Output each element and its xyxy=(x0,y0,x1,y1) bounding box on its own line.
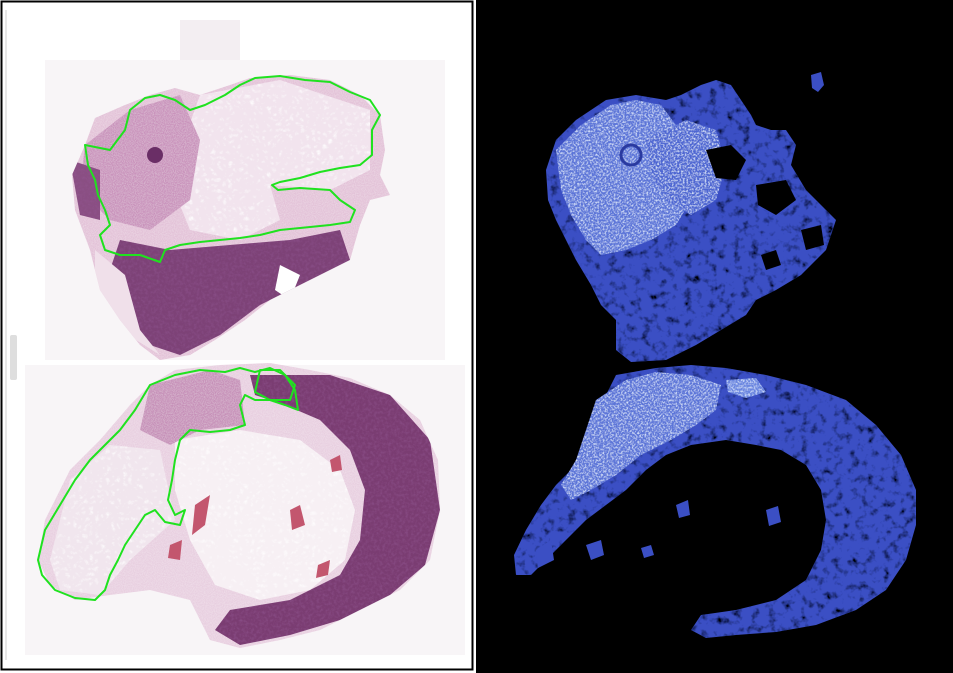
slide-label-mark xyxy=(10,335,17,380)
tissue-section-bottom xyxy=(38,363,440,648)
prediction-heatmap xyxy=(476,0,953,673)
prediction-heatmap-panel xyxy=(476,0,953,673)
annotation-contour-islet xyxy=(254,369,296,401)
slide-frame xyxy=(0,0,474,671)
annotation-contour-top xyxy=(84,75,381,263)
tissue-section-top xyxy=(72,75,390,360)
annotation-contours xyxy=(37,75,381,601)
heatmap-region-top xyxy=(546,72,836,362)
he-slide-image xyxy=(0,0,476,673)
he-slide-panel xyxy=(0,0,476,673)
annotation-contour-bottom xyxy=(37,367,299,601)
heatmap-region-bottom xyxy=(514,365,916,638)
